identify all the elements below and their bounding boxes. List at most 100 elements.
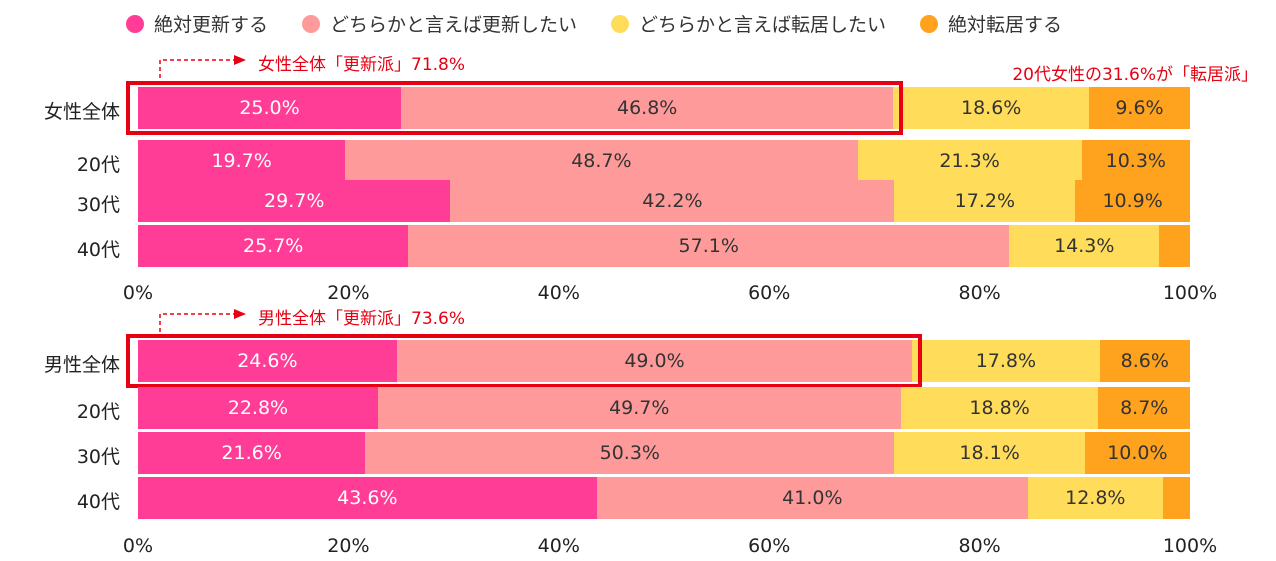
bar-segment: 22.8% — [138, 387, 378, 429]
bar-segment: 49.0% — [396, 340, 913, 382]
bar-segment: 19.7% — [138, 140, 346, 182]
data-label: 50.3% — [599, 442, 660, 464]
data-label: 57.1% — [678, 235, 739, 257]
category-label: 女性全体 — [43, 101, 120, 123]
data-label: 14.3% — [1054, 235, 1115, 257]
data-label: 24.6% — [237, 350, 298, 372]
female-annotation-arrow — [159, 55, 246, 78]
category-label: 20代 — [76, 401, 120, 423]
male-annotation-arrow — [159, 309, 246, 332]
category-label: 30代 — [76, 194, 120, 216]
category-label: 30代 — [76, 446, 120, 468]
bar-segment: 10.3% — [1081, 140, 1190, 182]
data-label: 43.6% — [337, 487, 398, 509]
bar-segment: 18.1% — [894, 432, 1085, 474]
bar-segment: 29.7% — [138, 180, 451, 222]
data-label: 18.6% — [960, 97, 1022, 119]
bar-segment: 48.7% — [345, 140, 858, 182]
bar-segment: 17.8% — [912, 340, 1100, 382]
x-tick-label: 100% — [1162, 535, 1218, 557]
data-label: 49.7% — [609, 397, 670, 419]
category-label: 男性全体 — [43, 354, 120, 376]
data-label: 8.6% — [1120, 350, 1169, 372]
data-label: 10.0% — [1107, 442, 1168, 464]
bar-segment: 25.0% — [138, 87, 401, 129]
data-label: 10.9% — [1102, 190, 1163, 212]
x-tick-label: 0% — [122, 282, 154, 304]
bar-segment: 12.8% — [1027, 477, 1163, 519]
bar-segment: 41.0% — [596, 477, 1028, 519]
x-tick-label: 60% — [748, 535, 791, 557]
data-label: 25.7% — [243, 235, 304, 257]
male-total-annotation: 男性全体「更新派」73.6% — [258, 309, 466, 329]
data-label: 49.0% — [624, 350, 685, 372]
bar-segment: 43.6% — [138, 477, 597, 519]
x-tick-label: 80% — [958, 535, 1001, 557]
bar-segment: 57.1% — [408, 225, 1010, 267]
data-label: 8.7% — [1120, 397, 1169, 419]
bar-segment: 21.6% — [138, 432, 366, 474]
bar-segment: 25.7% — [138, 225, 409, 267]
highlight-box — [126, 81, 904, 135]
bar-segment: 46.8% — [401, 87, 894, 129]
data-label: 12.8% — [1065, 487, 1126, 509]
x-tick-label: 0% — [122, 535, 154, 557]
data-label: 25.0% — [239, 97, 300, 119]
x-tick-label: 100% — [1162, 282, 1218, 304]
legend-label: 絶対転居する — [948, 14, 1063, 36]
x-tick-label: 20% — [327, 535, 370, 557]
female-20s-annotation: 20代女性の31.6%が「転居派」 — [1012, 65, 1258, 85]
bar-segment: 10.9% — [1075, 180, 1190, 222]
female-total-annotation: 女性全体「更新派」71.8% — [258, 55, 466, 75]
data-label: 18.8% — [969, 397, 1030, 419]
bar-segment: 8.7% — [1098, 387, 1190, 429]
x-tick-label: 60% — [748, 282, 791, 304]
data-label: 21.3% — [939, 150, 1000, 172]
legend: 絶対更新する どちらかと言えば更新したい どちらかと言えば転居したい 絶対転居す… — [126, 10, 1096, 37]
data-label: 17.8% — [975, 350, 1037, 372]
data-label: 42.2% — [642, 190, 703, 212]
legend-label: どちらかと言えば転居したい — [639, 14, 887, 36]
legend-item-rather-move: どちらかと言えば転居したい — [611, 10, 886, 37]
data-label: 29.7% — [264, 190, 325, 212]
legend-item-rather-renew: どちらかと言えば更新したい — [302, 10, 577, 37]
bar-segment — [1162, 477, 1190, 519]
data-label: 48.7% — [571, 150, 632, 172]
x-tick-label: 20% — [327, 282, 370, 304]
legend-label: どちらかと言えば更新したい — [330, 14, 578, 36]
bar-segment: 17.2% — [894, 180, 1076, 222]
legend-item-definitely-renew: 絶対更新する — [126, 10, 268, 37]
highlight-box — [126, 334, 923, 388]
data-label: 46.8% — [616, 97, 678, 119]
bar-segment: 50.3% — [365, 432, 895, 474]
category-label: 40代 — [76, 239, 120, 261]
legend-item-definitely-move: 絶対転居する — [920, 10, 1062, 37]
bar-segment: 42.2% — [450, 180, 895, 222]
bar-segment: 18.6% — [893, 87, 1089, 129]
bar-segment: 24.6% — [138, 340, 397, 382]
x-tick-label: 40% — [537, 282, 580, 304]
category-label: 20代 — [76, 154, 120, 176]
x-tick-label: 40% — [537, 535, 580, 557]
data-label: 18.1% — [959, 442, 1020, 464]
legend-swatch — [920, 14, 939, 33]
data-label: 21.6% — [221, 442, 282, 464]
data-label: 17.2% — [954, 190, 1016, 212]
category-label: 40代 — [76, 491, 120, 513]
legend-swatch — [126, 14, 144, 33]
bar-segment: 9.6% — [1089, 87, 1190, 129]
legend-swatch — [611, 14, 630, 33]
bar-segment: 10.0% — [1084, 432, 1190, 474]
bar-segment: 14.3% — [1009, 225, 1160, 267]
legend-label: 絶対更新する — [154, 14, 269, 36]
bar-segment — [1159, 225, 1190, 267]
data-label: 22.8% — [227, 397, 289, 419]
bar-segment: 8.6% — [1099, 340, 1190, 382]
bar-segment: 21.3% — [857, 140, 1082, 182]
data-label: 41.0% — [782, 487, 843, 509]
data-label: 10.3% — [1105, 150, 1166, 172]
legend-swatch — [302, 14, 321, 33]
bar-segment: 49.7% — [377, 387, 901, 429]
bar-segment: 18.8% — [900, 387, 1099, 429]
